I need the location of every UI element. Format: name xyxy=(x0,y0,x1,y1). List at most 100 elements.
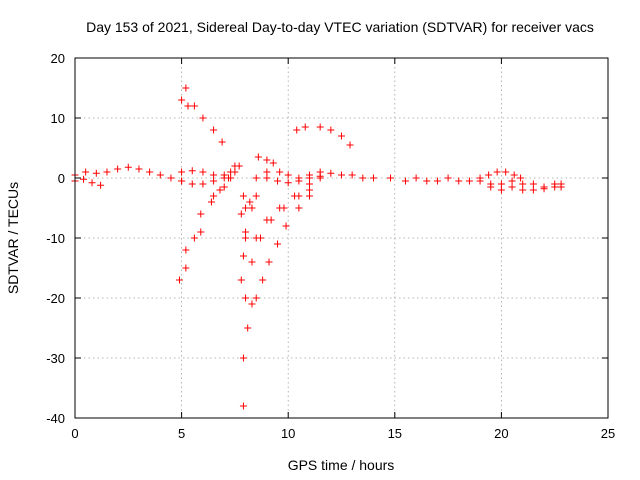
data-point-marker xyxy=(306,192,314,200)
data-point-marker xyxy=(248,258,256,266)
data-point-marker xyxy=(306,180,314,188)
data-point-marker xyxy=(284,179,292,187)
y-tick-label: -20 xyxy=(46,291,65,306)
series-trace-dip-3 xyxy=(237,204,256,284)
data-point-marker xyxy=(263,156,271,164)
data-point-marker xyxy=(237,210,245,218)
y-tick-label: -10 xyxy=(46,231,65,246)
data-point-marker xyxy=(316,123,324,131)
data-point-marker xyxy=(306,186,314,194)
data-point-marker xyxy=(252,192,260,200)
data-point-marker xyxy=(485,171,493,179)
data-point-marker xyxy=(487,183,495,191)
data-point-marker xyxy=(199,114,207,122)
data-point-marker xyxy=(237,276,245,284)
series-trace-low-1 xyxy=(175,264,190,284)
data-point-marker xyxy=(327,126,335,134)
data-point-marker xyxy=(239,192,247,200)
data-point-marker xyxy=(235,162,243,170)
data-point-marker xyxy=(497,180,505,188)
data-point-marker xyxy=(493,168,501,176)
data-point-marker xyxy=(218,138,226,146)
data-point-marker xyxy=(269,159,277,167)
data-point-marker xyxy=(248,300,256,308)
data-point-marker xyxy=(423,177,431,185)
data-point-marker xyxy=(259,276,267,284)
data-point-marker xyxy=(252,234,260,242)
data-point-marker xyxy=(529,180,537,188)
series-trace-low-2 xyxy=(182,228,205,254)
data-point-marker xyxy=(242,294,250,302)
data-point-marker xyxy=(239,402,247,410)
data-point-marker xyxy=(114,165,122,173)
data-point-marker xyxy=(248,204,256,212)
data-point-marker xyxy=(557,183,565,191)
data-point-marker xyxy=(197,228,205,236)
series-trace-main-4 xyxy=(178,168,235,188)
data-point-marker xyxy=(239,252,247,260)
series-trace-dip-4 xyxy=(244,192,314,332)
data-point-marker xyxy=(293,126,301,134)
data-point-marker xyxy=(199,168,207,176)
data-point-marker xyxy=(276,204,284,212)
data-point-marker xyxy=(476,174,484,182)
data-point-marker xyxy=(167,174,175,182)
data-point-marker xyxy=(146,168,154,176)
data-point-marker xyxy=(190,102,198,110)
data-point-marker xyxy=(265,258,273,266)
data-point-marker xyxy=(359,174,367,182)
series-trace-high-1 xyxy=(178,96,192,110)
data-point-marker xyxy=(82,168,90,176)
data-point-marker xyxy=(97,181,105,189)
data-point-marker xyxy=(156,171,164,179)
data-point-marker xyxy=(103,168,111,176)
data-point-marker xyxy=(274,177,282,185)
data-point-marker xyxy=(295,177,303,185)
chart-title: Day 153 of 2021, Sidereal Day-to-day VTE… xyxy=(86,19,594,35)
x-tick-label: 15 xyxy=(388,426,402,441)
data-point-marker xyxy=(216,186,224,194)
data-point-marker xyxy=(207,198,215,206)
y-axis-label: SDTVAR / TECUs xyxy=(5,182,21,294)
data-point-marker xyxy=(338,132,345,140)
data-point-marker xyxy=(551,183,559,191)
x-axis-label: GPS time / hours xyxy=(288,457,395,473)
series-trace-late-1 xyxy=(387,174,565,191)
data-point-marker xyxy=(184,102,192,110)
data-point-marker xyxy=(508,183,516,191)
y-tick-label: -30 xyxy=(46,351,65,366)
data-point-marker xyxy=(182,264,190,272)
series-trace-top xyxy=(293,123,354,149)
data-point-marker xyxy=(88,179,96,187)
x-tick-label: 20 xyxy=(494,426,508,441)
series-trace-hump xyxy=(254,153,277,167)
data-point-marker xyxy=(519,186,527,194)
y-tick-label: 10 xyxy=(51,111,65,126)
data-point-marker xyxy=(284,171,292,179)
data-point-marker xyxy=(338,171,345,179)
data-point-marker xyxy=(519,180,527,188)
x-tick-label: 10 xyxy=(281,426,295,441)
data-point-marker xyxy=(227,174,235,182)
data-point-marker xyxy=(210,177,218,185)
series-trace-low-3 xyxy=(197,162,239,218)
data-point-marker xyxy=(242,204,250,212)
data-point-marker xyxy=(346,141,354,149)
series-trace-main-3 xyxy=(178,167,239,179)
series-trace-dip-1 xyxy=(235,162,250,410)
data-point-marker xyxy=(197,210,205,218)
data-point-marker xyxy=(190,234,198,242)
data-point-marker xyxy=(210,126,218,134)
data-point-marker xyxy=(263,174,271,182)
data-point-marker xyxy=(178,96,186,104)
series-trace-late-3 xyxy=(487,183,565,194)
data-point-marker xyxy=(175,276,183,284)
data-point-marker xyxy=(412,174,420,182)
data-point-marker xyxy=(182,84,190,92)
data-point-marker xyxy=(455,177,463,185)
data-point-marker xyxy=(540,185,548,193)
series-trace-late-2 xyxy=(476,168,525,182)
data-point-marker xyxy=(80,175,88,183)
data-point-marker xyxy=(199,180,207,188)
data-point-marker xyxy=(210,171,218,179)
